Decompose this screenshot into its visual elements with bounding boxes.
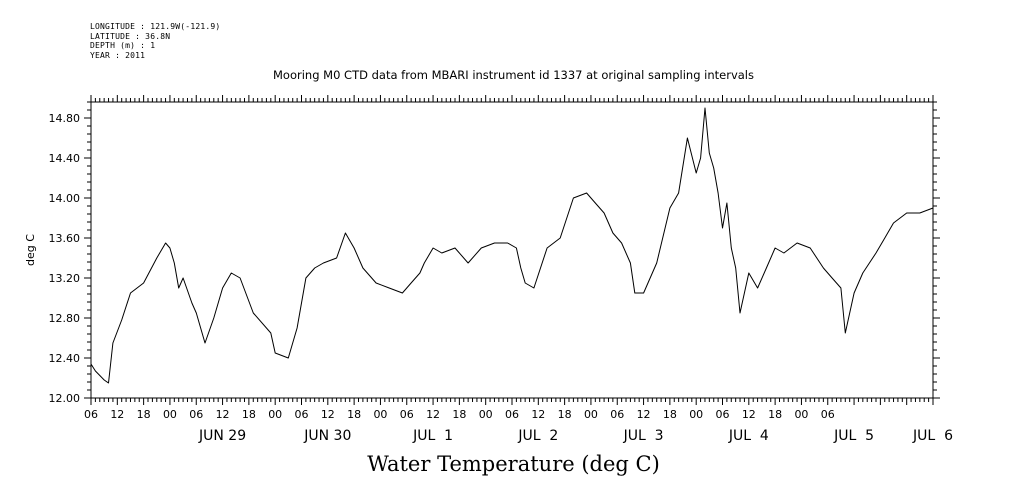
x-tick-label: 00 [479, 408, 493, 421]
x-tick-label: 06 [189, 408, 203, 421]
x-tick-label: 12 [426, 408, 440, 421]
x-day-label: JUN 29 [198, 428, 246, 444]
x-tick-label: 18 [347, 408, 361, 421]
x-day-label: JUL 3 [623, 428, 664, 444]
chart-title: Mooring M0 CTD data from MBARI instrumen… [273, 68, 754, 82]
longitude-label: LONGITUDE : 121.9W(-121.9) [90, 22, 221, 31]
axes [90, 101, 934, 399]
year-label: YEAR : 2011 [90, 50, 146, 60]
x-day-label: JUL 5 [833, 428, 874, 444]
x-tick-label: 18 [768, 408, 782, 421]
x-tick-label: 12 [216, 408, 230, 421]
x-tick-label: 12 [110, 408, 124, 421]
x-tick-label: 00 [689, 408, 703, 421]
x-tick-label: 12 [321, 408, 335, 421]
x-tick-label: 18 [137, 408, 151, 421]
axis-ticks [84, 95, 940, 405]
x-tick-label: 12 [531, 408, 545, 421]
y-tick-label: 12.00 [49, 392, 81, 405]
x-day-label: JUL 2 [517, 428, 558, 444]
x-tick-label: 00 [373, 408, 387, 421]
y-tick-label: 14.00 [49, 192, 81, 205]
x-tick-label: 06 [400, 408, 414, 421]
x-tick-label: 00 [163, 408, 177, 421]
x-tick-label: 06 [716, 408, 730, 421]
x-tick-label: 06 [505, 408, 519, 421]
x-tick-label: 06 [610, 408, 624, 421]
plot-frame [90, 101, 934, 399]
x-tick-label: 06 [84, 408, 98, 421]
x-tick-label: 00 [794, 408, 808, 421]
metadata-block: LONGITUDE : 121.9W(-121.9) LATITUDE : 36… [90, 22, 220, 60]
x-tick-label: 12 [742, 408, 756, 421]
x-tick-label: 06 [295, 408, 309, 421]
x-tick-label: 00 [268, 408, 282, 421]
series-group [90, 107, 934, 384]
y-tick-label: 12.80 [49, 312, 81, 325]
series-line [90, 107, 934, 384]
axis-labels: 12.00 12.40 12.80 13.20 13.60 14.00 14.40 14.80… [49, 112, 954, 444]
y-axis-label: deg C [24, 234, 37, 266]
y-tick-label: 12.40 [49, 352, 81, 365]
y-tick-label: 14.40 [49, 152, 81, 165]
x-axis-title: Water Temperature (deg C) [367, 452, 660, 476]
y-tick-label: 13.20 [49, 272, 81, 285]
y-tick-label: 14.80 [49, 112, 81, 125]
x-tick-label: 18 [242, 408, 256, 421]
x-day-label: JUN 30 [303, 428, 351, 444]
x-tick-label: 18 [452, 408, 466, 421]
x-tick-label: 12 [637, 408, 651, 421]
latitude-label: LATITUDE : 36.8N [90, 31, 171, 41]
x-day-label: JUL 1 [412, 428, 453, 444]
y-tick-label: 13.60 [49, 232, 81, 245]
x-tick-label: 00 [584, 408, 598, 421]
depth-label: DEPTH (m) : 1 [90, 41, 156, 50]
x-day-label: JUL 6 [912, 428, 953, 444]
x-tick-label: 18 [663, 408, 677, 421]
x-day-label: JUL 4 [728, 428, 769, 444]
x-tick-label: 18 [558, 408, 572, 421]
x-tick-label: 06 [821, 408, 835, 421]
